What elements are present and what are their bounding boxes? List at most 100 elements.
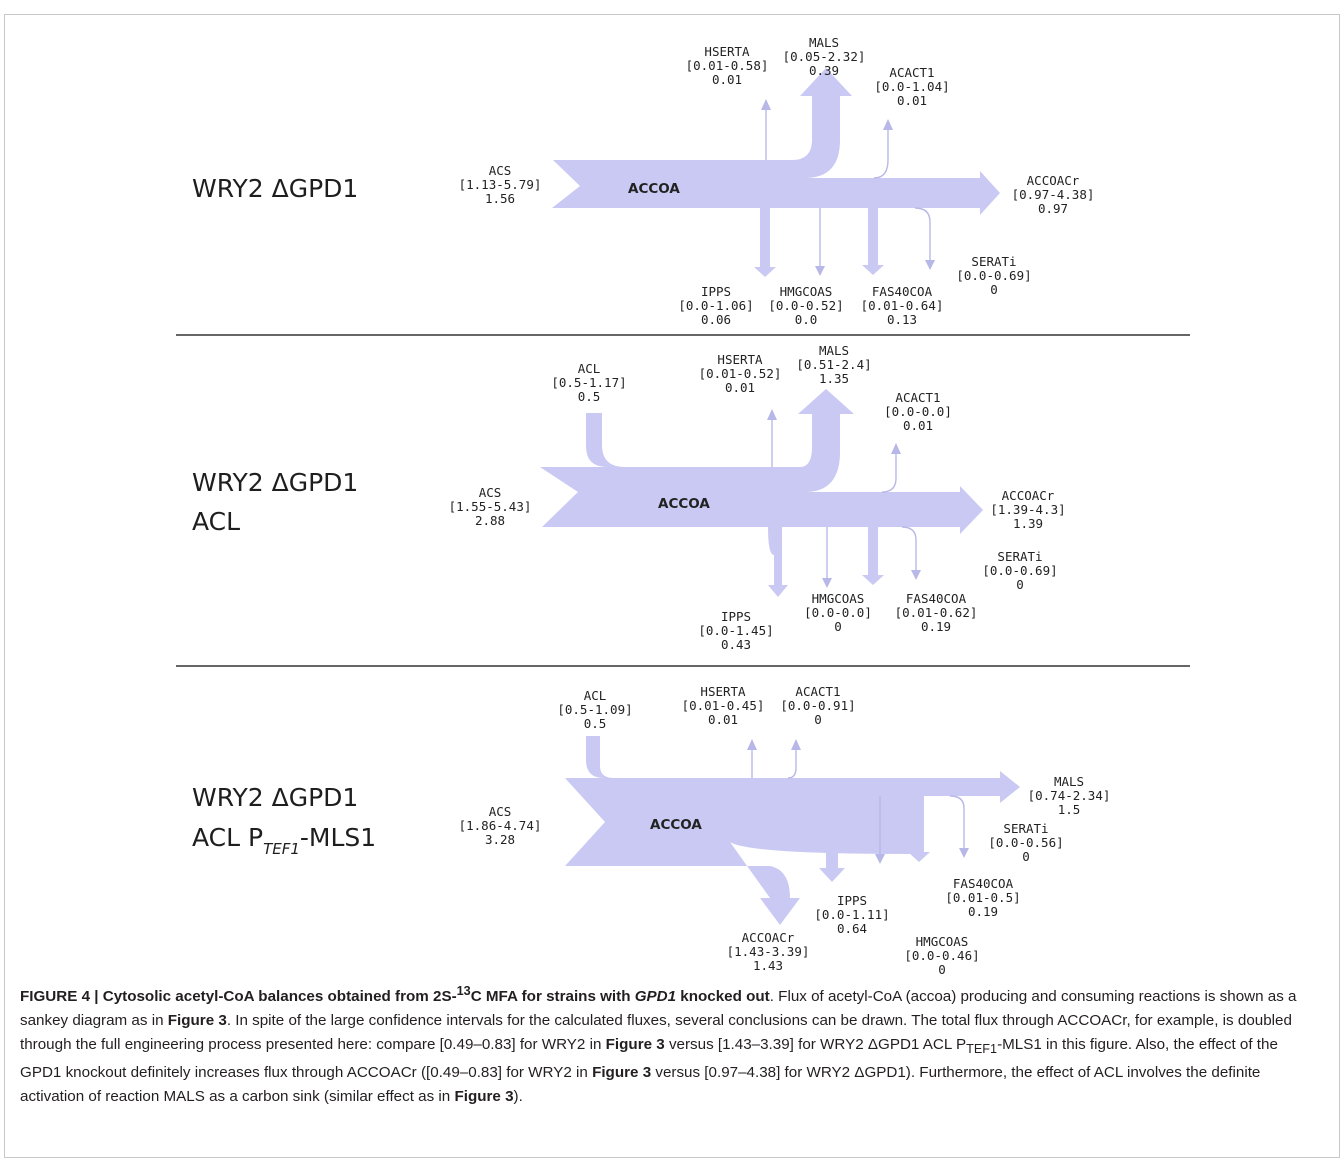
figure-ref[interactable]: Figure 3 (167, 1011, 227, 1029)
svg-text:0: 0 (1022, 849, 1030, 864)
strain-label-line2: ACL PTEF1-MLS1 (192, 823, 376, 858)
arrowhead (875, 854, 885, 864)
svg-text:ACCOACr: ACCOACr (1027, 173, 1080, 188)
svg-text:0: 0 (1016, 577, 1024, 592)
svg-text:0.19: 0.19 (921, 619, 951, 634)
figure-ref[interactable]: Figure 3 (592, 1064, 652, 1082)
figure-ref[interactable]: Figure 3 (454, 1088, 514, 1106)
svg-text:[1.55-5.43]: [1.55-5.43] (449, 499, 532, 514)
svg-text:FAS40COA: FAS40COA (872, 284, 933, 299)
svg-text:IPPS: IPPS (701, 284, 731, 299)
svg-text:[0.51-2.4]: [0.51-2.4] (796, 357, 871, 372)
node-label: ACCOA (628, 181, 680, 197)
arrowhead (925, 260, 935, 270)
svg-text:MALS: MALS (819, 343, 849, 358)
flux-label-hmgcoas: HMGCOAS [0.0-0.46] 0 (904, 934, 979, 975)
svg-text:[0.0-0.56]: [0.0-0.56] (988, 835, 1063, 850)
acact1-arrow (873, 128, 889, 179)
svg-text:SERATi: SERATi (1003, 821, 1048, 836)
svg-text:3.28: 3.28 (485, 832, 515, 847)
ipps-arrow (754, 208, 776, 277)
svg-text:[0.01-0.5]: [0.01-0.5] (945, 890, 1020, 905)
svg-text:[0.0-1.06]: [0.0-1.06] (678, 298, 753, 313)
svg-text:ACCOACr: ACCOACr (1002, 488, 1055, 503)
caption-label: FIGURE 4 | Cytosolic acetyl-CoA balances… (20, 984, 770, 1006)
svg-text:[0.0-0.0]: [0.0-0.0] (884, 404, 952, 419)
arrowhead (822, 578, 832, 588)
svg-text:0.5: 0.5 (584, 716, 607, 731)
svg-text:[0.01-0.45]: [0.01-0.45] (682, 698, 765, 713)
fas40coa-arrow (862, 208, 884, 275)
svg-text:ACACT1: ACACT1 (795, 684, 840, 699)
flux-label-acs: ACS [1.86-4.74] 3.28 (459, 804, 542, 847)
svg-text:HSERTA: HSERTA (700, 684, 746, 699)
flux-label-hserta: HSERTA [0.01-0.52] 0.01 (699, 352, 782, 395)
flux-label-acact1: ACACT1 [0.0-0.91] 0 (780, 684, 855, 727)
ipps-arrow (819, 796, 845, 882)
strain-label: WRY2 ΔGPD1 (192, 783, 358, 812)
arrowhead (883, 119, 893, 130)
svg-text:[0.05-2.32]: [0.05-2.32] (783, 49, 866, 64)
svg-text:0: 0 (938, 962, 946, 975)
sankey-figure: .fl { fill: #c9c9f3; } .thin { stroke: #… (176, 35, 1190, 975)
flux-label-serati: SERATi [0.0-0.56] 0 (988, 821, 1063, 864)
svg-text:0.5: 0.5 (578, 389, 601, 404)
svg-text:2.88: 2.88 (475, 513, 505, 528)
svg-text:FAS40COA: FAS40COA (906, 591, 967, 606)
flux-label-accoacr: ACCOACr [0.97-4.38] 0.97 (1012, 173, 1095, 216)
svg-text:0.19: 0.19 (968, 904, 998, 919)
panel-3: WRY2 ΔGPD1 ACL PTEF1-MLS1 ACCOA ACL [0.5… (192, 684, 1110, 975)
svg-text:HSERTA: HSERTA (717, 352, 763, 367)
svg-text:HSERTA: HSERTA (704, 44, 750, 59)
acact1-arrow (881, 452, 897, 493)
svg-text:1.5: 1.5 (1058, 802, 1081, 817)
ipps-arrow (768, 527, 788, 597)
flux-label-mals: MALS [0.05-2.32] 0.39 (783, 35, 866, 78)
flux-label-acact1: ACACT1 [0.0-1.04] 0.01 (874, 65, 949, 108)
main-flow (565, 736, 1020, 925)
svg-text:[0.97-4.38]: [0.97-4.38] (1012, 187, 1095, 202)
svg-text:[0.74-2.34]: [0.74-2.34] (1028, 788, 1111, 803)
svg-text:0.0: 0.0 (795, 312, 818, 327)
flux-label-acs: ACS [1.55-5.43] 2.88 (449, 485, 532, 528)
strain-label: WRY2 ΔGPD1 (192, 468, 358, 497)
arrowhead (761, 99, 771, 110)
svg-text:[0.0-1.45]: [0.0-1.45] (698, 623, 773, 638)
svg-text:0.13: 0.13 (887, 312, 917, 327)
svg-text:0.01: 0.01 (725, 380, 755, 395)
node-label: ACCOA (650, 817, 702, 833)
svg-text:[0.0-0.69]: [0.0-0.69] (956, 268, 1031, 283)
svg-text:[1.43-3.39]: [1.43-3.39] (727, 944, 810, 959)
flux-label-serati: SERATi [0.0-0.69] 0 (982, 549, 1057, 592)
figure-ref[interactable]: Figure 3 (605, 1035, 665, 1053)
flux-label-hmgcoas: HMGCOAS [0.0-0.0] 0 (804, 591, 872, 634)
svg-text:ACACT1: ACACT1 (889, 65, 934, 80)
svg-text:ACCOACr: ACCOACr (742, 930, 795, 945)
serati-arrow (914, 207, 931, 262)
svg-text:0: 0 (990, 282, 998, 297)
svg-text:SERATi: SERATi (971, 254, 1016, 269)
svg-text:SERATi: SERATi (997, 549, 1042, 564)
node-label: ACCOA (658, 496, 710, 512)
flux-label-acl: ACL [0.5-1.09] 0.5 (557, 688, 632, 731)
acact1-arrow (787, 748, 797, 779)
serati-arrow (901, 526, 917, 572)
svg-text:0: 0 (834, 619, 842, 634)
arrowhead (791, 739, 801, 750)
arrowhead (891, 443, 901, 454)
svg-text:[0.0-1.11]: [0.0-1.11] (814, 907, 889, 922)
svg-text:0.97: 0.97 (1038, 201, 1068, 216)
svg-text:0.01: 0.01 (897, 93, 927, 108)
svg-text:ACS: ACS (479, 485, 502, 500)
svg-text:[0.0-0.69]: [0.0-0.69] (982, 563, 1057, 578)
panel-1: WRY2 ΔGPD1 ACCOA ACS [1.13-5.79] 1.56 HS… (192, 35, 1094, 327)
svg-text:IPPS: IPPS (837, 893, 867, 908)
svg-text:[0.0-0.52]: [0.0-0.52] (768, 298, 843, 313)
svg-text:0.01: 0.01 (903, 418, 933, 433)
flux-label-ipps: IPPS [0.0-1.45] 0.43 (698, 609, 773, 652)
flux-label-ipps: IPPS [0.0-1.11] 0.64 (814, 893, 889, 936)
svg-text:[0.01-0.64]: [0.01-0.64] (861, 298, 944, 313)
svg-text:[0.0-0.91]: [0.0-0.91] (780, 698, 855, 713)
svg-text:MALS: MALS (809, 35, 839, 50)
svg-text:HMGCOAS: HMGCOAS (812, 591, 865, 606)
